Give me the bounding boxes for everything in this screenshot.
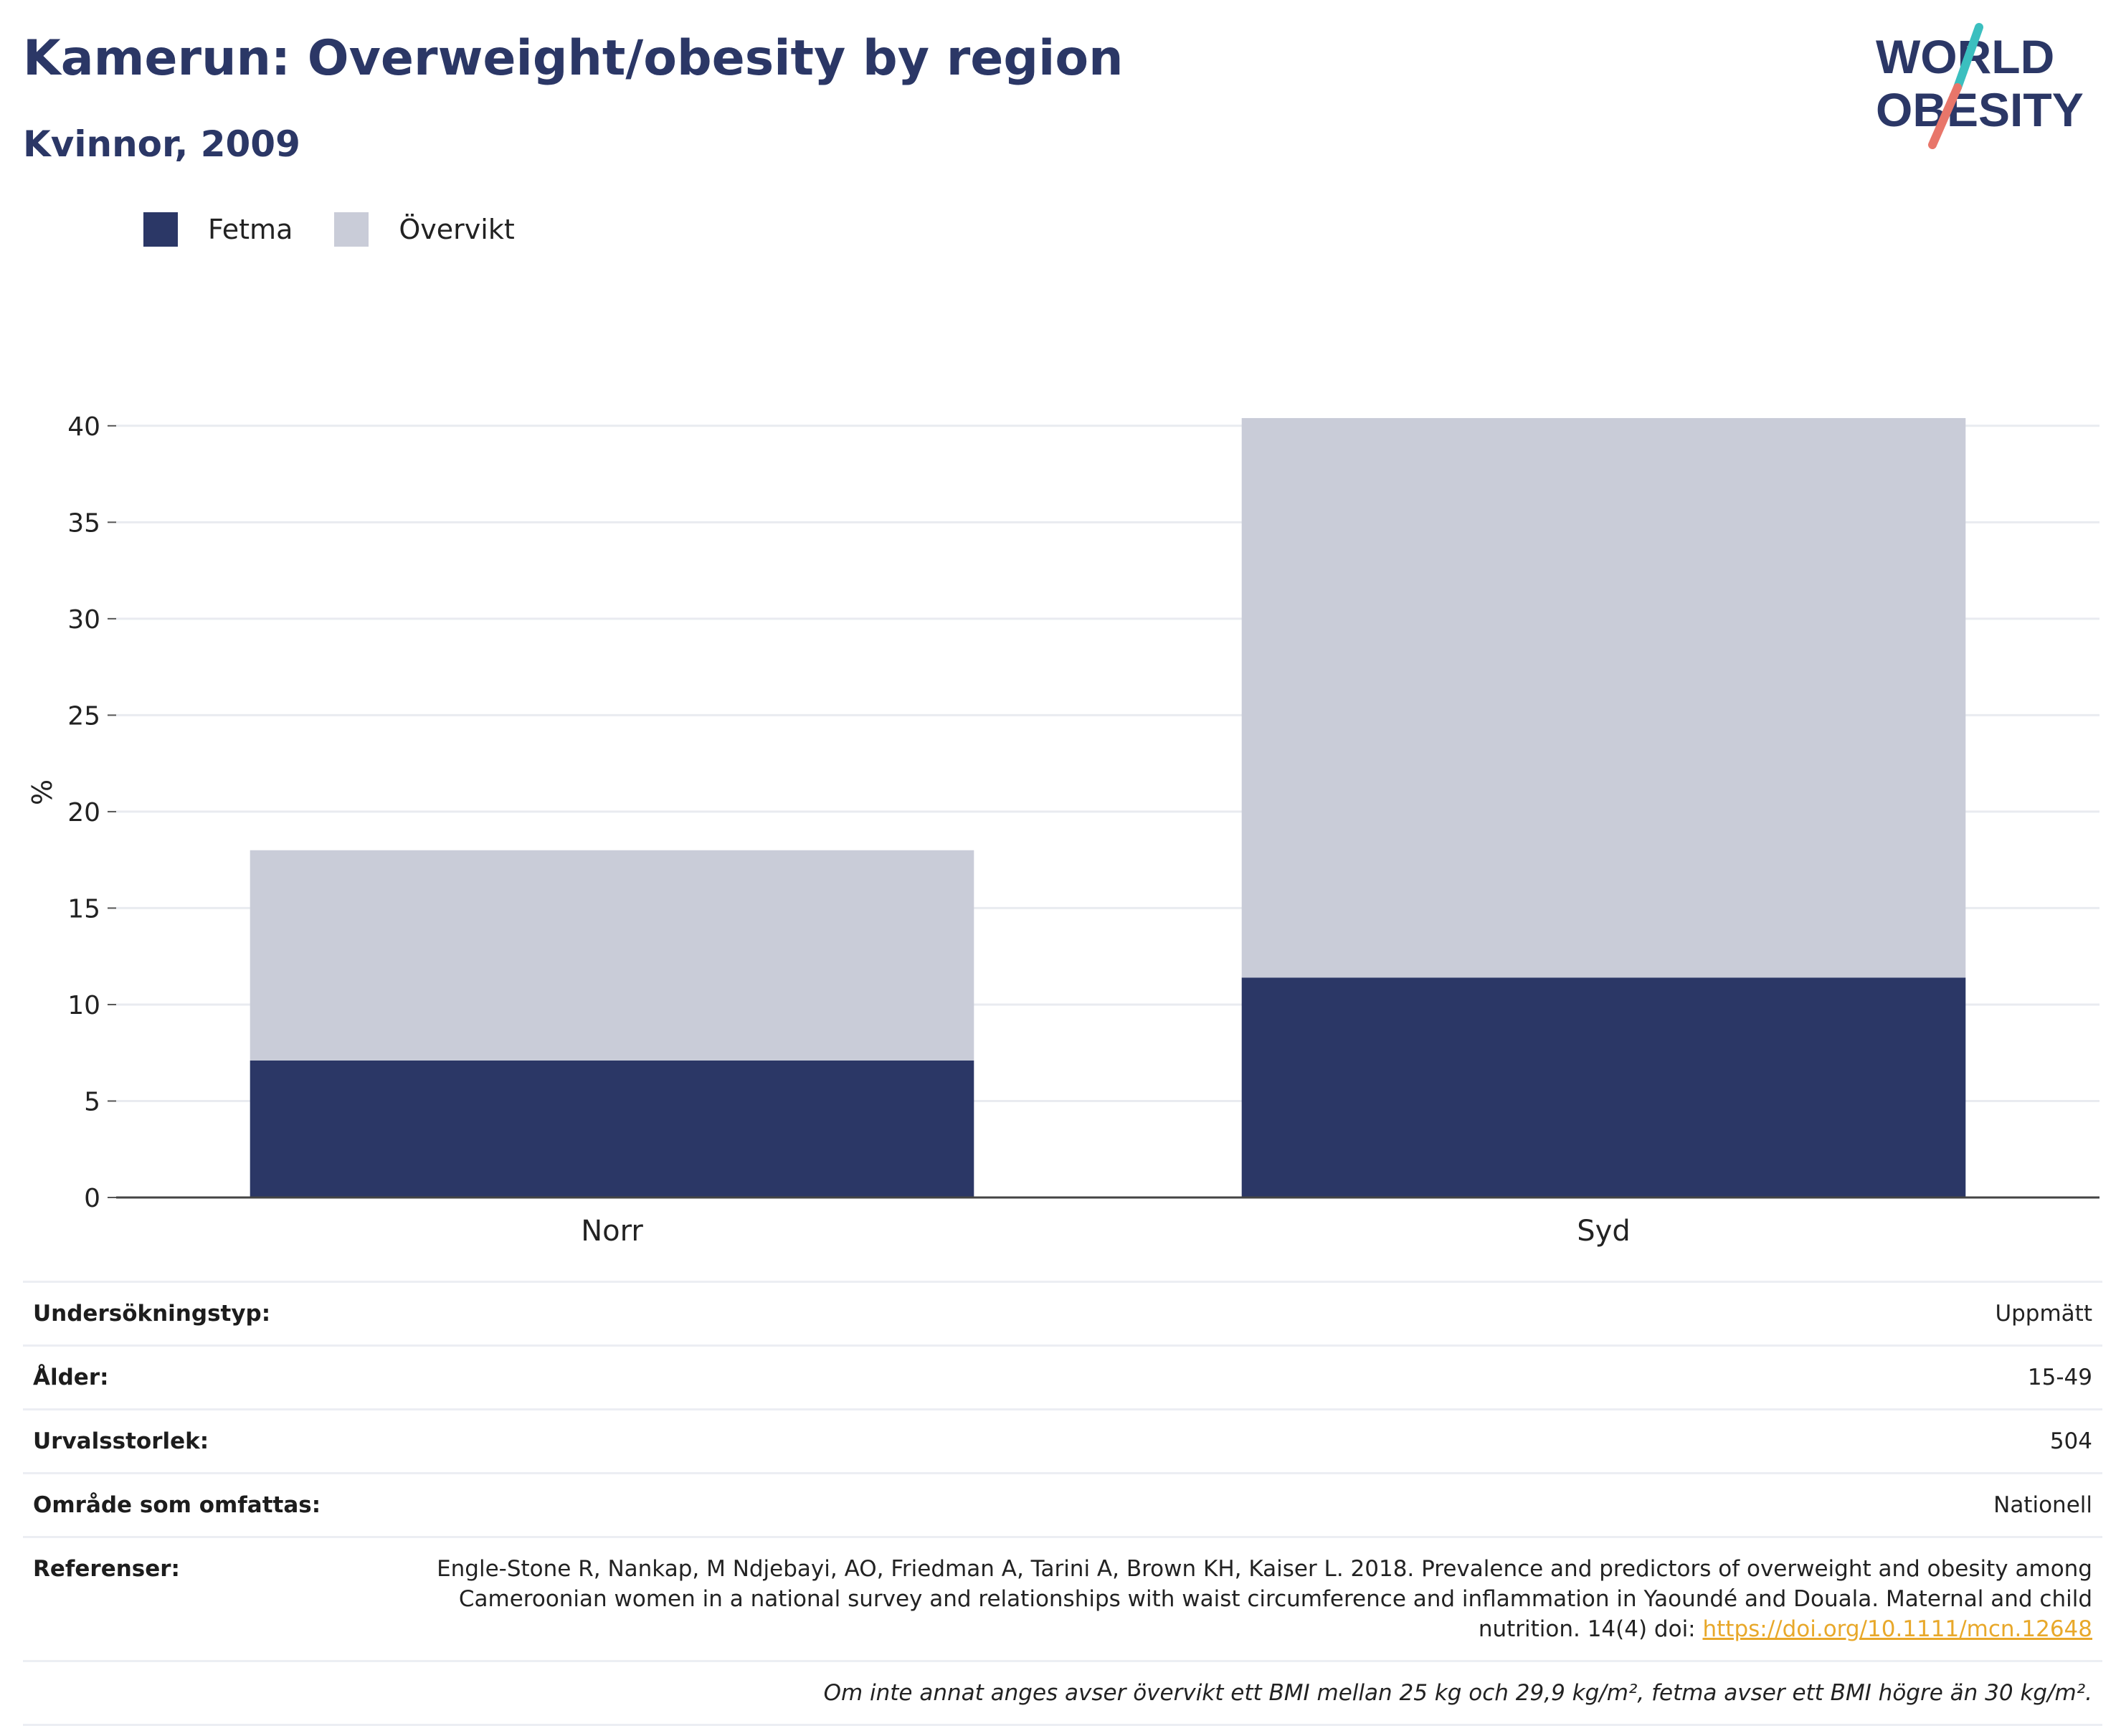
y-tick-label: 30 (67, 605, 100, 635)
chart-title: Kamerun: Overweight/obesity by region (23, 30, 1124, 87)
bar-fetma-norr (250, 1060, 974, 1197)
detail-value: Uppmätt (1995, 1301, 2092, 1327)
y-tick-label: 40 (67, 412, 100, 442)
bar-fetma-syd (1241, 977, 1966, 1197)
y-tick-label: 35 (67, 508, 100, 538)
references-body: Engle-Stone R, Nankap, M Ndjebayi, AO, F… (437, 1556, 2092, 1642)
logo-text-obesity: OBESITY (1876, 83, 2084, 136)
chart-subtitle: Kvinnor, 2009 (23, 123, 300, 165)
y-tick-label: 25 (67, 701, 100, 731)
y-tick-label: 10 (67, 991, 100, 1020)
detail-key: Undersökningstyp: (33, 1301, 271, 1327)
y-tick-label: 20 (67, 798, 100, 827)
y-tick-label: 5 (84, 1087, 100, 1116)
detail-key: Område som omfattas: (33, 1492, 321, 1518)
detail-row-age: Ålder: 15-49 (23, 1347, 2102, 1410)
legend-label-overvikt: Övervikt (399, 214, 515, 245)
detail-row-area: Område som omfattas: Nationell (23, 1474, 2102, 1538)
detail-value: Nationell (1993, 1492, 2092, 1518)
bar-overvikt-syd (1241, 418, 1966, 978)
y-tick-label: 0 (84, 1184, 100, 1213)
chart-legend: Fetma Övervikt (143, 212, 556, 247)
detail-row-note: Om inte annat anges avser övervikt ett B… (23, 1662, 2102, 1726)
legend-swatch-fetma (143, 212, 178, 247)
detail-key: Referenser: (33, 1556, 180, 1582)
y-tick-label: 15 (67, 894, 100, 924)
detail-row-references: Referenser: Engle-Stone R, Nankap, M Ndj… (23, 1538, 2102, 1662)
logo-slash-lower (1928, 83, 1962, 149)
world-obesity-logo: WORLD OBESITY (1876, 23, 2084, 149)
bar-overvikt-norr (250, 850, 974, 1061)
legend-label-fetma: Fetma (208, 214, 293, 245)
x-tick-label: Norr (581, 1215, 643, 1248)
references-doi-link[interactable]: https://doi.org/10.1111/mcn.12648 (1702, 1616, 2092, 1642)
detail-value: 504 (2049, 1428, 2092, 1454)
detail-key: Ålder: (33, 1365, 109, 1390)
y-axis-label: % (27, 779, 58, 805)
bmi-definition-note: Om inte annat anges avser övervikt ett B… (823, 1680, 2092, 1706)
legend-item-overvikt[interactable]: Övervikt (334, 212, 515, 247)
legend-swatch-overvikt (334, 212, 369, 247)
detail-row-sample-size: Urvalsstorlek: 504 (23, 1410, 2102, 1474)
x-tick-label: Syd (1577, 1215, 1630, 1248)
logo-slash-upper (1953, 23, 1983, 92)
details-table: Undersökningstyp: Uppmätt Ålder: 15-49 U… (23, 1281, 2102, 1726)
bar-chart: 0 5 10 15 20 25 30 35 40% Norr Syd (27, 412, 2099, 1248)
legend-item-fetma[interactable]: Fetma (143, 212, 293, 247)
references-text: Engle-Stone R, Nankap, M Ndjebayi, AO, F… (422, 1554, 2092, 1644)
detail-key: Urvalsstorlek: (33, 1428, 209, 1454)
detail-value: 15-49 (2027, 1365, 2092, 1390)
detail-row-survey-type: Undersökningstyp: Uppmätt (23, 1283, 2102, 1347)
